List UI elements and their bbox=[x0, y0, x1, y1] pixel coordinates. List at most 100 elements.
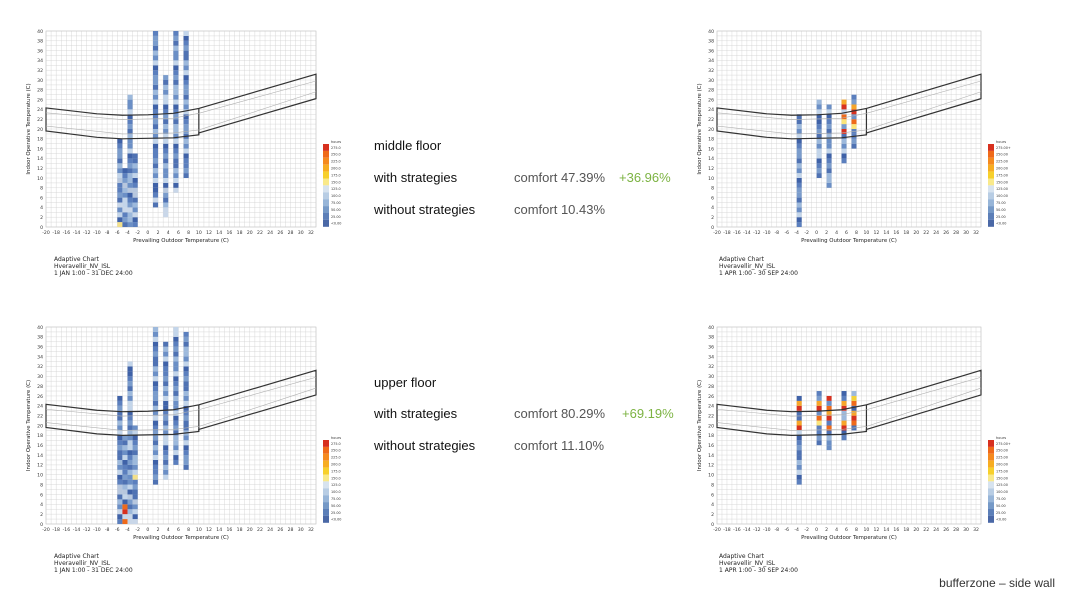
heatmap-cell bbox=[152, 435, 159, 441]
heatmap-cell bbox=[152, 138, 159, 144]
x-tick-label: 20 bbox=[247, 230, 253, 236]
with-comfort-value: comfort 80.29% bbox=[514, 406, 606, 421]
y-tick-label: 16 bbox=[37, 146, 43, 152]
heatmap-cell bbox=[796, 133, 802, 139]
x-tick-label: 4 bbox=[835, 527, 838, 533]
heatmap-cell bbox=[122, 202, 128, 208]
caption-period: 1 JAN 1:00 - 31 DEC 24:00 bbox=[54, 270, 133, 278]
x-tick-label: -16 bbox=[733, 527, 741, 533]
x-tick-label: -12 bbox=[753, 230, 761, 236]
heatmap-cell bbox=[127, 509, 133, 515]
heatmap-cell bbox=[163, 469, 169, 475]
heatmap-cell bbox=[163, 168, 169, 174]
x-tick-label: 28 bbox=[288, 527, 294, 533]
legend-label: 175.00 bbox=[996, 469, 1008, 473]
x-tick-label: 24 bbox=[933, 230, 939, 236]
legend-swatch bbox=[988, 440, 994, 447]
heatmap-cell bbox=[183, 341, 189, 347]
heatmap-cell bbox=[796, 479, 802, 485]
heatmap-cell bbox=[816, 158, 822, 164]
heatmap-cell bbox=[841, 114, 847, 120]
heatmap-cell bbox=[173, 445, 179, 451]
legend-label: 75.00 bbox=[996, 497, 1006, 501]
heatmap-cell bbox=[173, 163, 179, 169]
legend-swatch bbox=[323, 164, 329, 172]
heatmap-cell bbox=[122, 514, 128, 520]
heatmap-cell bbox=[841, 148, 847, 154]
x-tick-label: -8 bbox=[774, 230, 779, 236]
heatmap-cell bbox=[841, 99, 847, 105]
heatmap-cell bbox=[132, 514, 138, 520]
heatmap-cell bbox=[152, 119, 159, 125]
heatmap-cell bbox=[127, 138, 133, 144]
heatmap-cell bbox=[127, 173, 133, 178]
caption-period: 1 APR 1:00 - 30 SEP 24:00 bbox=[719, 270, 798, 278]
legend-label: 250.00 bbox=[996, 449, 1008, 453]
heatmap-cell bbox=[826, 153, 832, 159]
heatmap-cell bbox=[851, 94, 857, 100]
heatmap-cell bbox=[163, 129, 169, 134]
x-tick-label: 12 bbox=[873, 527, 879, 533]
heatmap-cell bbox=[132, 469, 138, 475]
heatmap-cell bbox=[127, 114, 133, 120]
heatmap-cell bbox=[127, 376, 133, 382]
heatmap-cell bbox=[117, 153, 123, 159]
x-tick-label: -20 bbox=[713, 527, 721, 533]
heatmap-cell bbox=[132, 440, 138, 446]
heatmap-cell bbox=[841, 420, 847, 426]
heatmap-cell bbox=[183, 168, 189, 174]
heatmap-cell bbox=[127, 435, 133, 441]
y-tick-label: 28 bbox=[708, 384, 714, 390]
heatmap-cell bbox=[796, 459, 802, 465]
heatmap-cell bbox=[183, 45, 189, 51]
heatmap-cell bbox=[173, 31, 179, 36]
legend-label: 275.00+ bbox=[996, 146, 1011, 150]
heatmap-cell bbox=[796, 182, 802, 188]
heatmap-cell bbox=[122, 217, 128, 223]
legend-swatch bbox=[988, 144, 994, 151]
heatmap-cell bbox=[122, 435, 128, 441]
heatmap-cell bbox=[127, 192, 133, 198]
y-tick-label: 2 bbox=[711, 215, 714, 221]
y-tick-label: 14 bbox=[708, 453, 714, 459]
heatmap-cell bbox=[183, 366, 189, 372]
chart-upper-without: 0246810121416182022242628303234363840-20… bbox=[26, 325, 317, 541]
heatmap-cell bbox=[163, 455, 169, 460]
heatmap-cell bbox=[816, 391, 822, 396]
legend-swatch bbox=[323, 171, 329, 179]
heatmap-cell bbox=[127, 425, 133, 431]
legend-title: hours bbox=[331, 140, 341, 144]
y-tick-label: 10 bbox=[708, 176, 714, 182]
heatmap-cell bbox=[127, 143, 133, 149]
y-tick-label: 18 bbox=[708, 433, 714, 439]
heatmap-cell bbox=[163, 386, 169, 392]
heatmap-cell bbox=[183, 386, 189, 392]
heatmap-cell bbox=[826, 435, 832, 441]
heatmap-cell bbox=[163, 445, 169, 451]
heatmap-cell bbox=[127, 440, 133, 446]
y-tick-label: 26 bbox=[37, 394, 43, 400]
heatmap-cell bbox=[163, 459, 169, 465]
x-tick-label: -14 bbox=[73, 527, 81, 533]
heatmap-cell bbox=[163, 192, 169, 198]
heatmap-cell bbox=[122, 455, 128, 460]
heatmap-cell bbox=[127, 109, 133, 115]
legend-label: 125.00 bbox=[996, 483, 1008, 487]
legend-swatch bbox=[323, 502, 329, 509]
x-tick-label: 0 bbox=[815, 230, 818, 236]
heatmap-cell bbox=[163, 163, 169, 169]
x-tick-label: -18 bbox=[723, 527, 731, 533]
heatmap-cell bbox=[163, 99, 169, 105]
heatmap-cell bbox=[183, 158, 189, 164]
heatmap-cell bbox=[127, 391, 133, 396]
x-tick-label: 26 bbox=[277, 527, 283, 533]
heatmap-cell bbox=[152, 346, 159, 352]
caption-period: 1 APR 1:00 - 30 SEP 24:00 bbox=[719, 567, 798, 575]
legend-swatch bbox=[323, 157, 329, 165]
heatmap-cell bbox=[173, 420, 179, 426]
heatmap-cell bbox=[826, 430, 832, 436]
heatmap-cell bbox=[183, 361, 189, 367]
heatmap-cell bbox=[796, 114, 802, 120]
heatmap-cell bbox=[796, 474, 802, 480]
heatmap-cell bbox=[816, 119, 822, 125]
